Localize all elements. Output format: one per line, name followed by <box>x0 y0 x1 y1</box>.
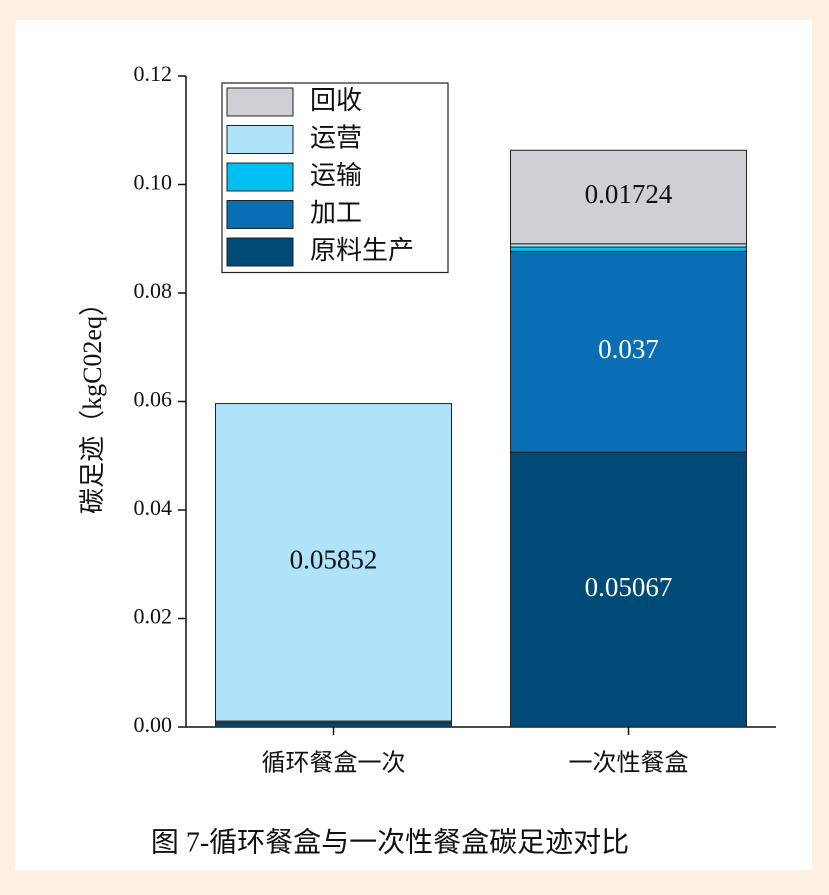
bar-segment <box>215 722 452 728</box>
legend-swatch <box>226 237 294 267</box>
data-label: 0.01724 <box>585 179 673 209</box>
legend-label: 运营 <box>310 123 362 152</box>
bar-segment <box>510 246 747 252</box>
x-tick-label: 循环餐盒一次 <box>262 750 406 777</box>
bar-segment <box>510 149 747 245</box>
bar-segment <box>510 250 747 453</box>
legend-swatch <box>226 200 294 229</box>
y-tick-label: 0.04 <box>134 495 173 520</box>
y-tick-label: 0.08 <box>134 278 173 303</box>
y-tick-label: 0.12 <box>134 61 173 86</box>
x-tick-label: 一次性餐盒 <box>569 750 689 777</box>
data-label: 0.05852 <box>290 545 378 575</box>
y-tick-label: 0.02 <box>134 604 173 629</box>
legend-swatch <box>226 125 294 154</box>
y-axis-title: 碳足迹（kgC02eq） <box>78 290 107 514</box>
caption: 图 7-循环餐盒与一次性餐盒碳足迹对比 <box>151 826 629 858</box>
bar-segment <box>215 403 452 722</box>
data-label: 0.05067 <box>585 572 673 602</box>
legend-swatch <box>226 87 294 117</box>
legend-label: 原料生产 <box>310 236 414 265</box>
y-tick-label: 0.00 <box>134 712 173 737</box>
y-tick-label: 0.06 <box>134 387 173 412</box>
legend-label: 回收 <box>310 86 362 115</box>
data-label: 0.037 <box>598 334 659 364</box>
legend-label: 加工 <box>310 198 362 227</box>
y-tick-label: 0.10 <box>134 170 173 195</box>
legend-label: 运输 <box>310 161 362 190</box>
legend-swatch <box>226 162 294 192</box>
bar-segment <box>510 451 747 728</box>
